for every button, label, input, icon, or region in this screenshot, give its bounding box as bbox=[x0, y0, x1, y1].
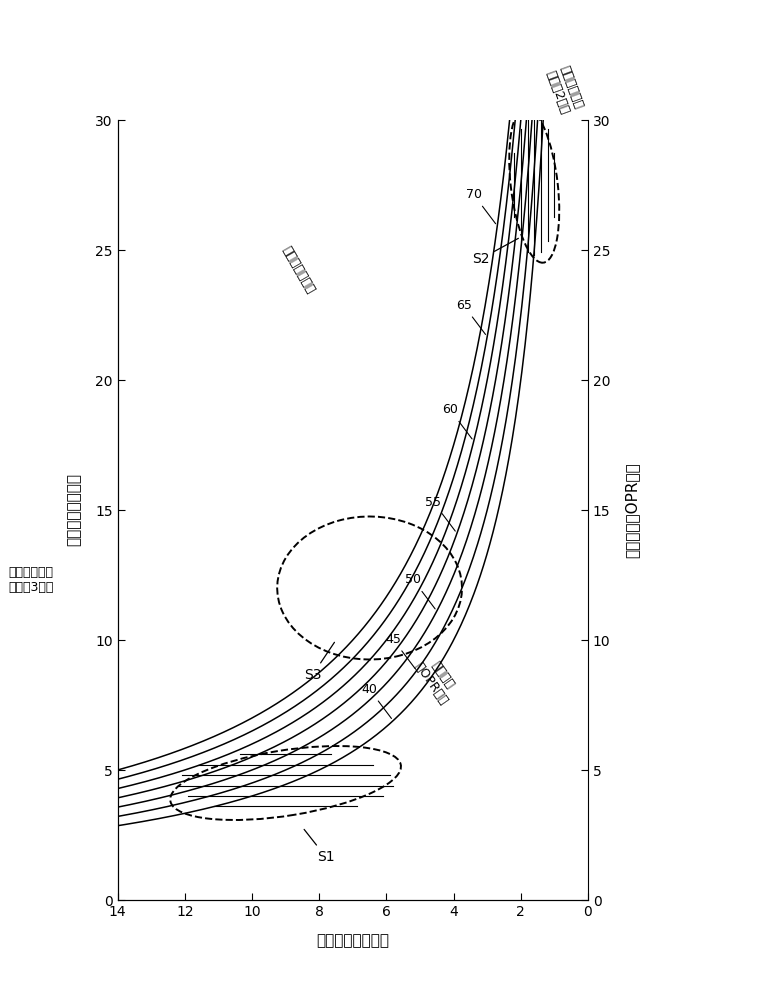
Text: 40: 40 bbox=[361, 683, 391, 718]
Text: 采用直接驱动
风扇的2转子: 采用直接驱动 风扇的2转子 bbox=[543, 64, 586, 116]
Text: 齿轮传动式涡扇: 齿轮传动式涡扇 bbox=[279, 244, 317, 296]
Y-axis label: 压力比高压压缩机: 压力比高压压缩机 bbox=[66, 474, 82, 546]
Text: 70: 70 bbox=[466, 188, 495, 224]
Text: 65: 65 bbox=[456, 299, 485, 334]
Text: 55: 55 bbox=[426, 496, 456, 531]
Text: 采用直接驱动
风扇的3转子: 采用直接驱动 风扇的3转子 bbox=[9, 566, 54, 594]
Text: 60: 60 bbox=[442, 403, 472, 439]
Text: 50: 50 bbox=[405, 573, 435, 609]
Text: S2: S2 bbox=[472, 238, 518, 266]
Text: S3: S3 bbox=[303, 642, 335, 682]
X-axis label: 低压压缩机压力比: 低压压缩机压力比 bbox=[316, 933, 390, 948]
Text: S1: S1 bbox=[304, 829, 335, 864]
Y-axis label: 总压力比（OPR）线: 总压力比（OPR）线 bbox=[624, 462, 640, 558]
Text: 总压力比
（OPR）线: 总压力比 （OPR）线 bbox=[412, 651, 463, 707]
Text: 45: 45 bbox=[385, 633, 415, 668]
